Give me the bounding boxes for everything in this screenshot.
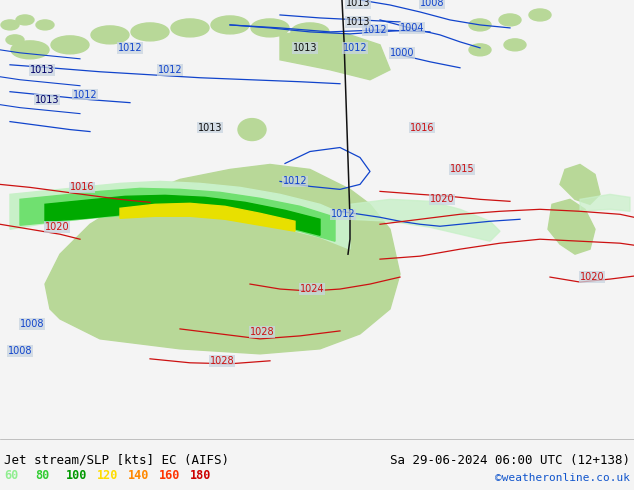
Text: 1004: 1004 bbox=[400, 23, 424, 33]
Polygon shape bbox=[548, 199, 595, 254]
Ellipse shape bbox=[499, 14, 521, 26]
Polygon shape bbox=[280, 30, 390, 80]
Text: 1013: 1013 bbox=[346, 17, 370, 27]
Ellipse shape bbox=[51, 36, 89, 54]
Text: Sa 29-06-2024 06:00 UTC (12+138): Sa 29-06-2024 06:00 UTC (12+138) bbox=[390, 454, 630, 466]
Text: 1012: 1012 bbox=[343, 43, 367, 53]
Ellipse shape bbox=[469, 19, 491, 31]
Polygon shape bbox=[350, 199, 500, 241]
Text: 1012: 1012 bbox=[73, 90, 97, 99]
Ellipse shape bbox=[291, 23, 329, 41]
Polygon shape bbox=[10, 181, 350, 249]
Ellipse shape bbox=[469, 44, 491, 56]
Text: 1013: 1013 bbox=[35, 95, 59, 105]
Polygon shape bbox=[120, 203, 295, 231]
Ellipse shape bbox=[131, 23, 169, 41]
Ellipse shape bbox=[11, 41, 49, 59]
Text: 1020: 1020 bbox=[430, 195, 455, 204]
Text: 1020: 1020 bbox=[579, 272, 604, 282]
Text: 1028: 1028 bbox=[210, 356, 235, 366]
Text: 1016: 1016 bbox=[70, 182, 94, 193]
Ellipse shape bbox=[36, 20, 54, 30]
Ellipse shape bbox=[16, 15, 34, 25]
Text: 180: 180 bbox=[190, 469, 211, 482]
Text: 160: 160 bbox=[159, 469, 181, 482]
Ellipse shape bbox=[251, 19, 289, 37]
Text: 1008: 1008 bbox=[8, 346, 32, 356]
Text: 1016: 1016 bbox=[410, 122, 434, 133]
Text: 140: 140 bbox=[128, 469, 150, 482]
Ellipse shape bbox=[529, 9, 551, 21]
Text: 1000: 1000 bbox=[390, 48, 414, 58]
Polygon shape bbox=[20, 188, 335, 241]
Text: 1012: 1012 bbox=[158, 65, 183, 75]
Text: 1008: 1008 bbox=[420, 0, 444, 8]
Text: 80: 80 bbox=[35, 469, 49, 482]
Ellipse shape bbox=[91, 26, 129, 44]
Polygon shape bbox=[560, 165, 600, 204]
Text: 1012: 1012 bbox=[283, 176, 307, 186]
Text: 120: 120 bbox=[97, 469, 119, 482]
Ellipse shape bbox=[1, 20, 19, 30]
Text: 100: 100 bbox=[66, 469, 87, 482]
Text: ©weatheronline.co.uk: ©weatheronline.co.uk bbox=[495, 473, 630, 483]
Ellipse shape bbox=[504, 39, 526, 51]
Text: 1013: 1013 bbox=[293, 43, 317, 53]
Ellipse shape bbox=[238, 119, 266, 141]
Text: 1015: 1015 bbox=[450, 165, 474, 174]
Polygon shape bbox=[45, 196, 320, 235]
Text: 1013: 1013 bbox=[198, 122, 223, 133]
Ellipse shape bbox=[6, 35, 24, 45]
Text: 1024: 1024 bbox=[300, 284, 325, 294]
Ellipse shape bbox=[211, 16, 249, 34]
Text: 1012: 1012 bbox=[331, 209, 355, 220]
Text: 1008: 1008 bbox=[20, 319, 44, 329]
Text: 1012: 1012 bbox=[363, 25, 387, 35]
Text: 1028: 1028 bbox=[250, 327, 275, 337]
Text: 1013: 1013 bbox=[30, 65, 55, 75]
Text: Jet stream/SLP [kts] EC (AIFS): Jet stream/SLP [kts] EC (AIFS) bbox=[4, 454, 229, 466]
Text: 60: 60 bbox=[4, 469, 18, 482]
Ellipse shape bbox=[171, 19, 209, 37]
Text: 1020: 1020 bbox=[44, 222, 69, 232]
Text: 1012: 1012 bbox=[118, 43, 142, 53]
Polygon shape bbox=[580, 195, 630, 211]
Polygon shape bbox=[45, 165, 400, 354]
Text: 1013: 1013 bbox=[346, 0, 370, 8]
